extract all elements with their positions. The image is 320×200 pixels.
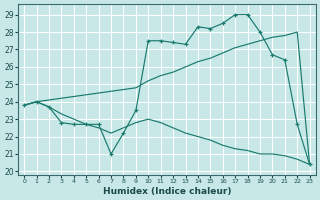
X-axis label: Humidex (Indice chaleur): Humidex (Indice chaleur) — [103, 187, 231, 196]
